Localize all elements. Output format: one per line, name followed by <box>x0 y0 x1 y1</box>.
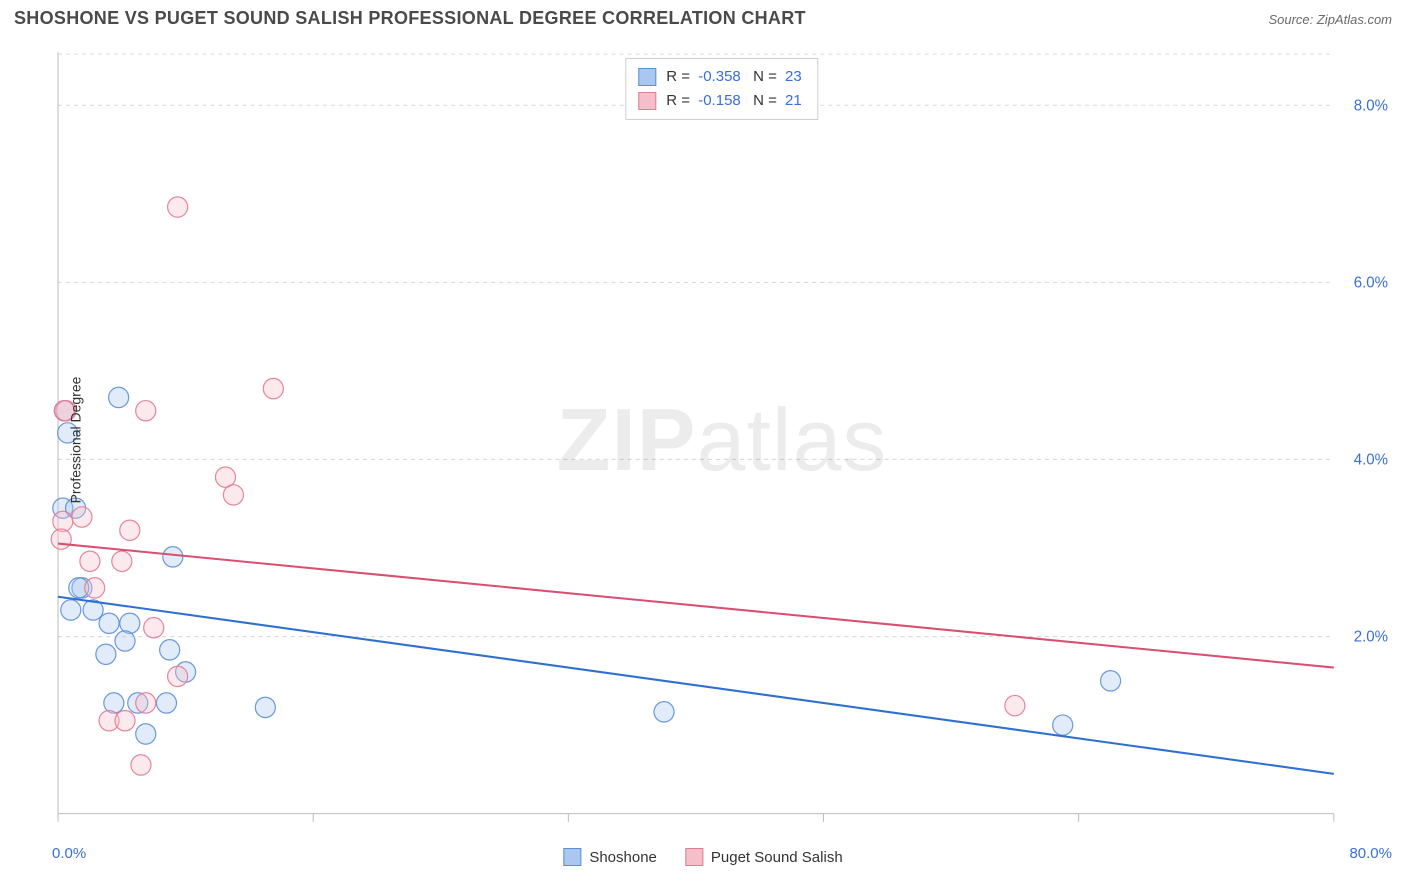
n-value: 23 <box>785 68 802 85</box>
source-label: Source: ZipAtlas.com <box>1268 12 1392 27</box>
legend-stats: R = -0.158 N = 21 <box>666 89 805 113</box>
legend-stats: R = -0.358 N = 23 <box>666 65 805 89</box>
scatter-svg: 2.0% 4.0% 6.0% 8.0% <box>50 48 1394 832</box>
r-value: -0.158 <box>698 92 741 109</box>
legend-swatch-icon <box>638 68 656 86</box>
series-legend: Shoshone Puget Sound Salish <box>563 848 842 866</box>
title-bar: SHOSHONE VS PUGET SOUND SALISH PROFESSIO… <box>0 0 1406 33</box>
y-axis-title: Professional Degree <box>67 377 83 504</box>
svg-text:6.0%: 6.0% <box>1354 274 1388 291</box>
chart-title: SHOSHONE VS PUGET SOUND SALISH PROFESSIO… <box>14 8 806 29</box>
legend-swatch-icon <box>563 848 581 866</box>
legend-item: Shoshone <box>563 848 657 866</box>
r-value: -0.358 <box>698 68 741 85</box>
svg-text:4.0%: 4.0% <box>1354 451 1388 468</box>
n-value: 21 <box>785 92 802 109</box>
legend-swatch-icon <box>685 848 703 866</box>
x-axis-max-label: 80.0% <box>1349 845 1392 862</box>
legend-row: R = -0.158 N = 21 <box>638 89 805 113</box>
series-name: Puget Sound Salish <box>711 849 843 866</box>
plot-area: Professional Degree 2.0%4.0%6.0%8.0% ZIP… <box>50 48 1394 832</box>
svg-text:8.0%: 8.0% <box>1354 97 1388 114</box>
legend-row: R = -0.358 N = 23 <box>638 65 805 89</box>
x-axis-min-label: 0.0% <box>52 845 86 862</box>
legend-swatch-icon <box>638 92 656 110</box>
correlation-legend: R = -0.358 N = 23 R = -0.158 N = 21 <box>625 58 818 120</box>
svg-text:2.0%: 2.0% <box>1354 629 1388 646</box>
series-name: Shoshone <box>589 849 657 866</box>
legend-item: Puget Sound Salish <box>685 848 843 866</box>
